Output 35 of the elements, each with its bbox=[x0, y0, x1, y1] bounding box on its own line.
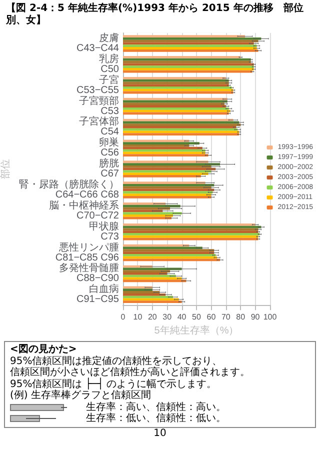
x-tick-label: 100 bbox=[263, 312, 278, 322]
text: 10 bbox=[152, 428, 168, 438]
y-tick-label: 膀胱 C67 bbox=[99, 158, 120, 180]
x-tick-label: 30 bbox=[162, 312, 172, 322]
y-tick-label: 子宮体部 C54 bbox=[79, 116, 120, 138]
x-tick-label: 80 bbox=[236, 312, 246, 322]
x-tick-label: 70 bbox=[221, 312, 231, 322]
y-tick-label: 悪性リンパ腫 C81−C85 C96 bbox=[55, 241, 120, 264]
text: 95%信頼区間は推定値の信頼性を示しており、 bbox=[10, 356, 224, 366]
y-tick-label: 卵巣 C56 bbox=[99, 136, 120, 159]
x-tick-label: 60 bbox=[206, 312, 216, 322]
y-tick-label: 皮膚 C43−C44 bbox=[76, 32, 120, 54]
y-tick-label: 乳房 C50 bbox=[99, 52, 120, 75]
y-tick-label: 腎・尿路（膀胱除く） C64−C66 C68 bbox=[19, 178, 120, 200]
y-tick-label: 子宮頸部 C53 bbox=[79, 94, 120, 117]
y-tick-label: 子宮 C53−C55 bbox=[76, 74, 120, 96]
x-tick-label: 0 bbox=[120, 312, 126, 322]
y-axis-title: 部位 bbox=[0, 159, 12, 180]
text: 生存率：高い、信頼性：高い。 bbox=[86, 402, 226, 412]
x-tick-label: 10 bbox=[133, 312, 143, 322]
y-tick-label: 多発性骨髄腫 C88−C90 bbox=[59, 262, 120, 284]
y-tick-label: 甲状腺 C73 bbox=[89, 220, 120, 242]
x-tick-label: 90 bbox=[250, 312, 260, 322]
x-tick-label: 40 bbox=[177, 312, 187, 322]
x-axis-title: 5年純生存率（%） bbox=[154, 324, 239, 336]
text: 95%信頼区間は ├─┤ のように幅で示します。 bbox=[10, 378, 218, 390]
x-tick-label: 50 bbox=[192, 312, 202, 322]
text: 信頼区間が小さいほど信頼性が高いと評価されます。 bbox=[10, 367, 251, 378]
y-tick-label: 脳・中枢神経系 C70−C72 bbox=[49, 199, 120, 222]
y-tick-label: 白血病 C91−C95 bbox=[76, 283, 120, 306]
text: 生存率：低い、信頼性：低い。 bbox=[86, 413, 226, 424]
x-tick-label: 20 bbox=[148, 312, 158, 322]
chart-title: 【図 2-4：5 年純生存率(%)1993 年から 2015 年の推移 部位別、女】 bbox=[4, 1, 304, 28]
text: (例) 生存率棒グラフと信頼区間 bbox=[10, 390, 152, 402]
text: <図の見かた> bbox=[10, 344, 78, 356]
